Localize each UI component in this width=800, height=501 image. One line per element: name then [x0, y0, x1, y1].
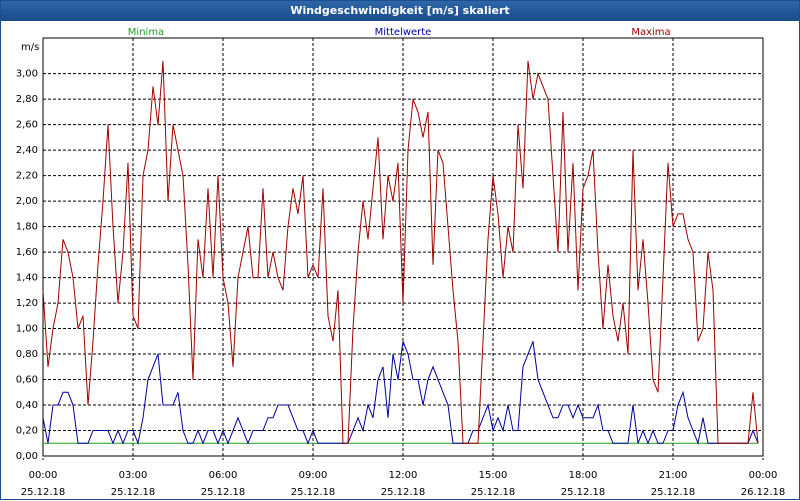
y-tick-label: 1,00: [16, 324, 38, 335]
legend-entry: Minima: [128, 27, 164, 38]
y-tick-label: 2,00: [16, 196, 38, 207]
y-tick-label: 2,60: [16, 120, 38, 131]
title-bar: Windgeschwindigkeit [m/s] skaliert: [1, 1, 799, 21]
series-line: [42, 60, 759, 444]
legend-entry: Mittelwerte: [375, 27, 432, 38]
y-tick-label: 2,20: [16, 171, 38, 182]
series-line: [42, 341, 759, 446]
x-tick-label: 06:00 25.12.18: [200, 470, 246, 498]
y-tick-label: 1,40: [16, 273, 38, 284]
y-tick-label: 1,80: [16, 222, 38, 233]
x-tick-label: 21:00 25.12.18: [650, 470, 696, 498]
x-tick-label: 12:00 25.12.18: [380, 470, 426, 498]
x-tick-label: 03:00 25.12.18: [110, 470, 156, 498]
y-tick-label: 2,80: [16, 94, 38, 105]
y-tick-label: 0,60: [16, 375, 38, 386]
x-tick-label: 15:00 25.12.18: [470, 470, 516, 498]
x-tick-label: 00:00 25.12.18: [20, 470, 66, 498]
x-tick-label: 18:00 25.12.18: [560, 470, 606, 498]
y-tick-label: 0,00: [16, 451, 38, 462]
y-tick-label: 0,20: [16, 426, 38, 437]
y-tick-label: 1,60: [16, 247, 38, 258]
y-tick-label: 2,40: [16, 145, 38, 156]
legend-entry: Maxima: [631, 27, 670, 38]
y-tick-label: 0,80: [16, 349, 38, 360]
y-tick-label: 0,40: [16, 400, 38, 411]
y-tick-label: 1,20: [16, 298, 38, 309]
y-tick-label: 3,00: [16, 69, 38, 80]
x-tick-label: 00:00 26.12.18: [740, 470, 786, 498]
plot-area: [42, 37, 764, 457]
y-unit: m/s: [21, 42, 39, 53]
x-tick-label: 09:00 25.12.18: [290, 470, 336, 498]
